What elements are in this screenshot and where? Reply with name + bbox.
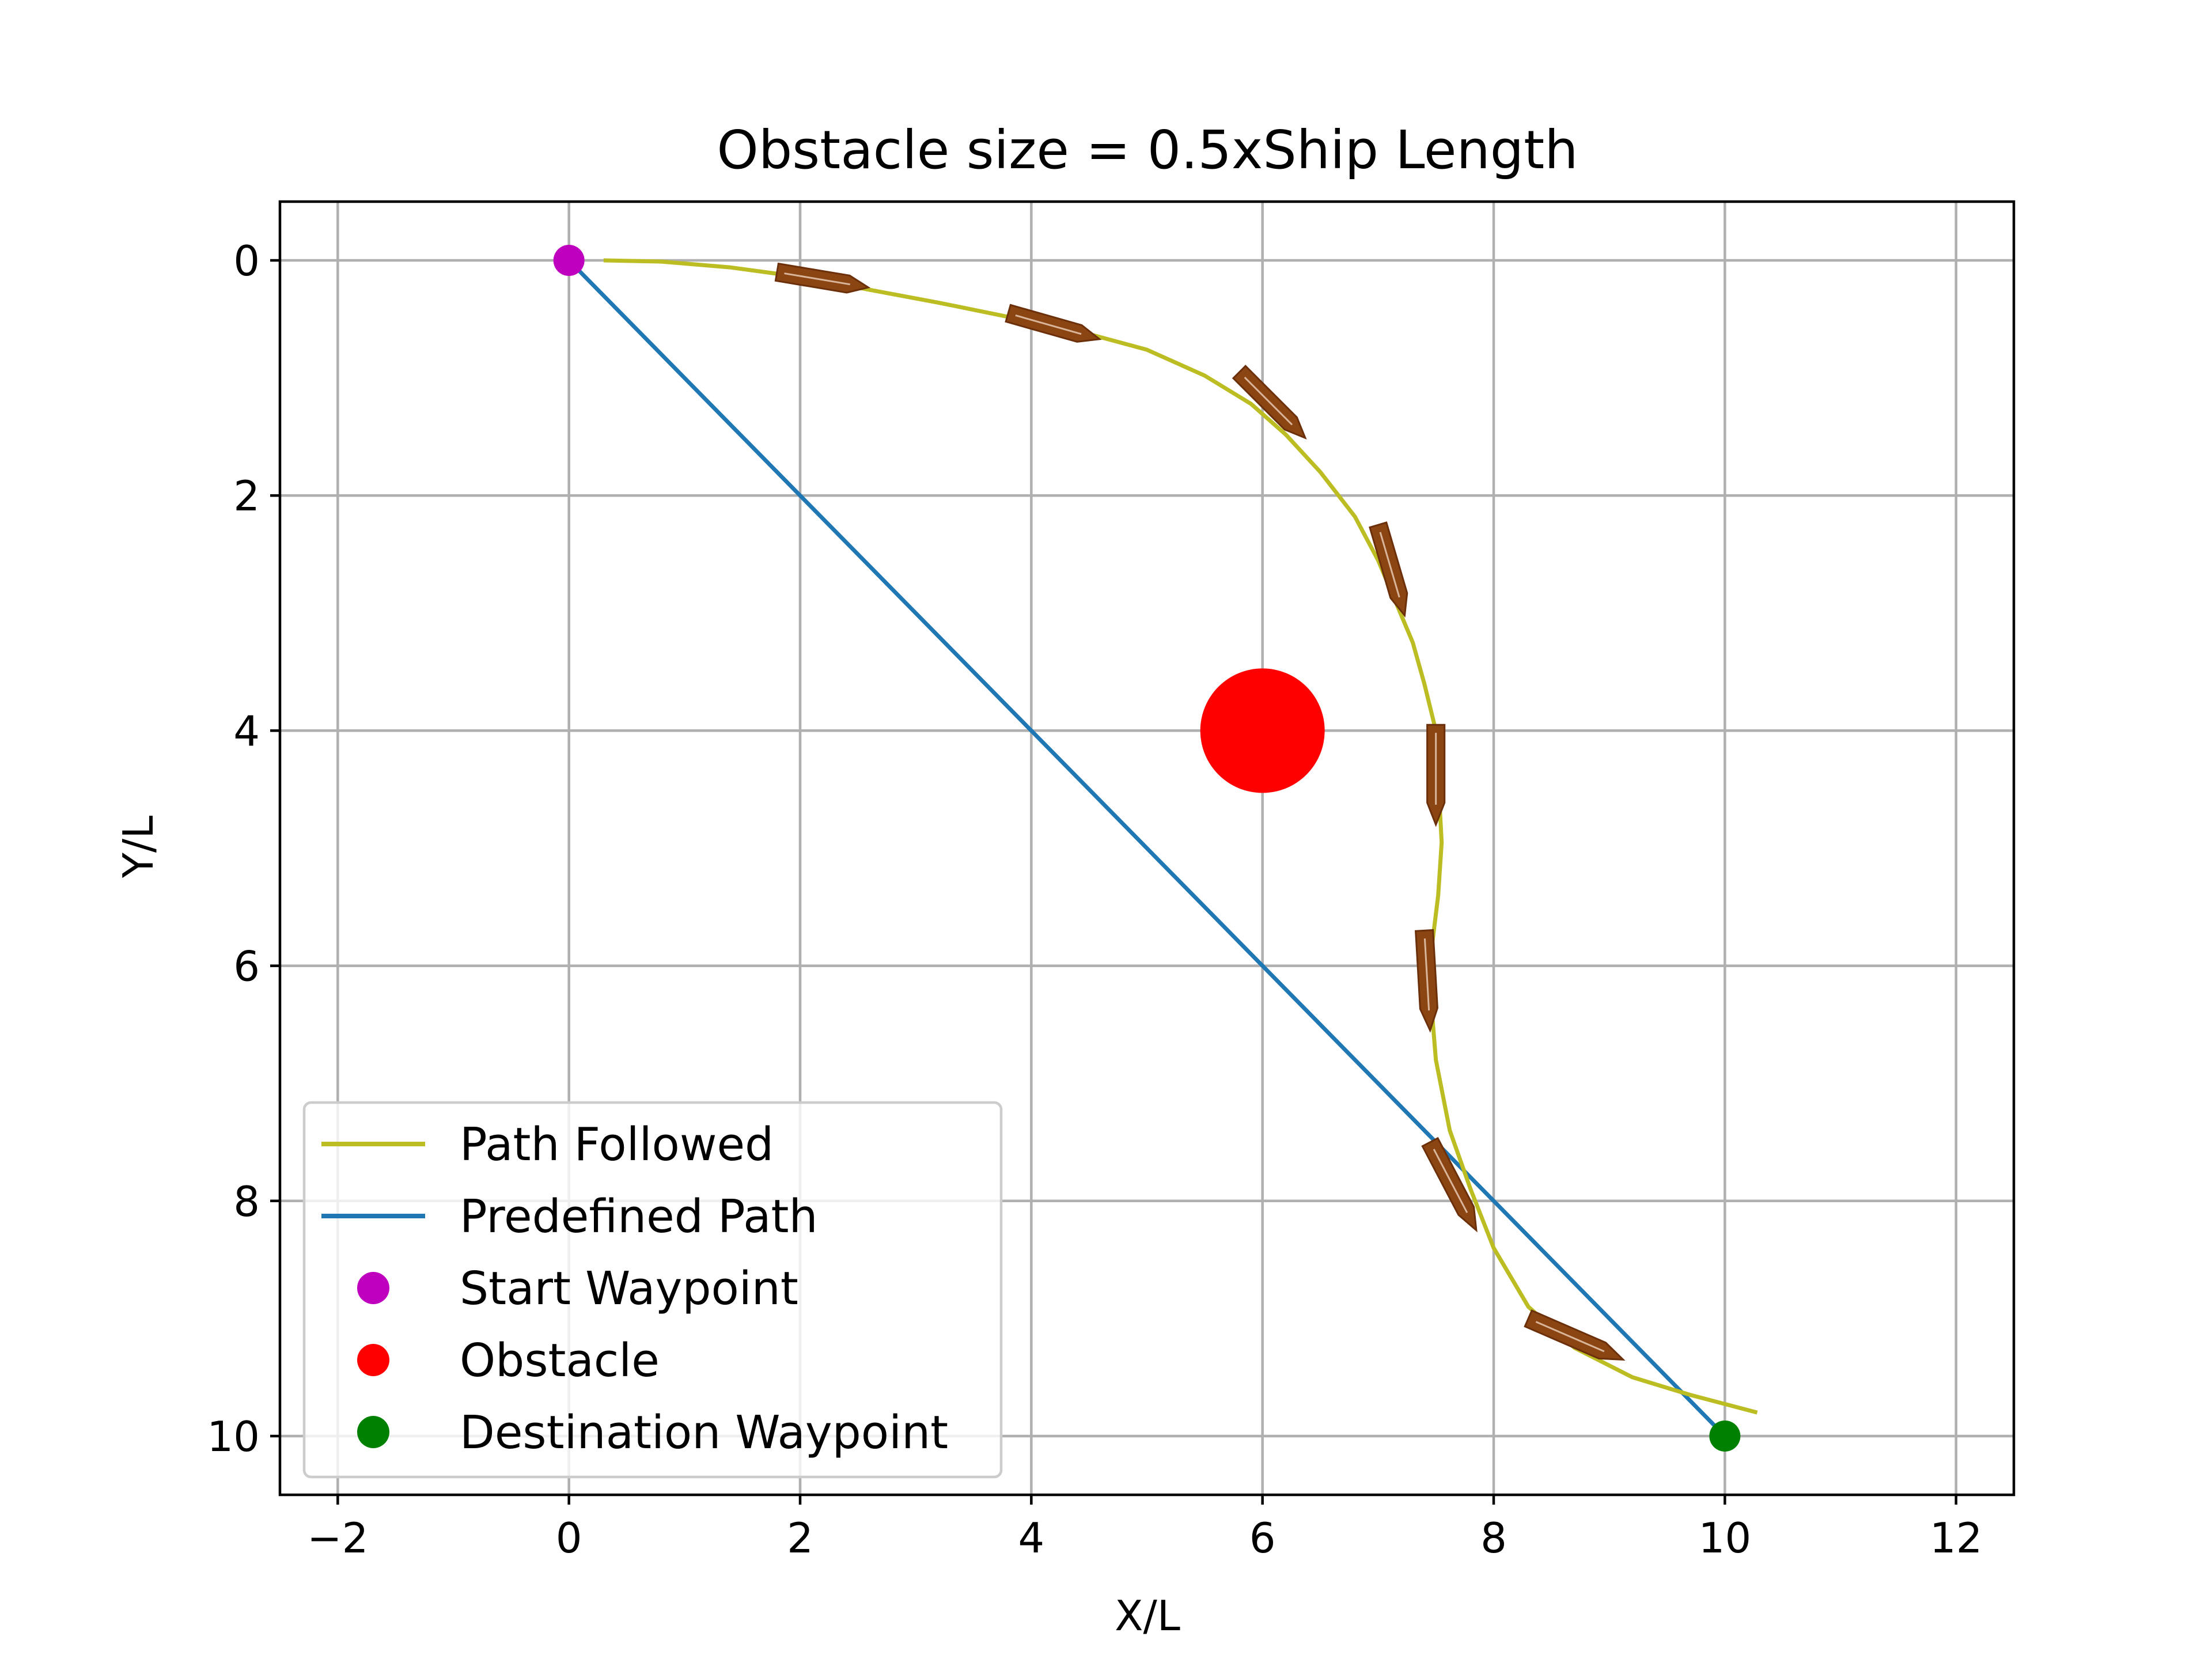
legend-entry: Obstacle (357, 1334, 660, 1387)
legend-label: Path Followed (460, 1118, 774, 1171)
ship-marker (1232, 365, 1307, 440)
ship-deck-line (784, 272, 850, 286)
ship-marker (1421, 1137, 1478, 1233)
destination-waypoint-marker (1709, 1420, 1741, 1452)
ship-marker (1414, 929, 1438, 1033)
plot-content (553, 245, 1758, 1452)
y-tick-label: 2 (233, 472, 260, 520)
plot-frame (278, 200, 2016, 1497)
x-tick-label: −2 (307, 1514, 368, 1562)
y-tick-label: 0 (233, 237, 260, 285)
ship-hull (1524, 1309, 1626, 1361)
ship-marker (1005, 304, 1102, 343)
legend-entry: Predefined Path (321, 1190, 818, 1243)
obstacle-circle (1200, 668, 1325, 793)
y-axis-label: Y/L (114, 816, 162, 878)
legend-dot-swatch (357, 1272, 389, 1304)
legend-label: Predefined Path (460, 1190, 818, 1243)
y-tick-label: 4 (233, 707, 260, 755)
ship-marker (1426, 724, 1446, 827)
x-tick-label: 8 (1480, 1514, 1507, 1562)
x-tick-label: 10 (1699, 1514, 1752, 1562)
legend-label: Destination Waypoint (460, 1406, 948, 1459)
y-tick-label: 10 (207, 1412, 260, 1461)
x-tick-label: 4 (1018, 1514, 1044, 1562)
x-tick-label: 12 (1930, 1514, 1983, 1562)
ship-marker (1369, 521, 1408, 618)
legend-entry: Start Waypoint (357, 1262, 798, 1315)
predefined-path-line (567, 259, 1726, 1438)
legend-label: Start Waypoint (460, 1262, 798, 1315)
ship-hull (1369, 521, 1408, 618)
x-tick-label: 6 (1249, 1514, 1276, 1562)
y-tick-label: 6 (233, 942, 260, 991)
ship-hull (774, 262, 871, 294)
ship-deck-line (1379, 532, 1400, 598)
legend-entry: Path Followed (321, 1118, 774, 1171)
ship-deck-line (1423, 938, 1430, 1011)
legend-dot-swatch (357, 1416, 389, 1448)
path-followed-line (603, 258, 1758, 1415)
legend-box (302, 1101, 1003, 1479)
x-axis-label: X/L (1115, 1592, 1180, 1640)
ship-deck-line (1015, 315, 1082, 335)
legend-dot-swatch (357, 1344, 389, 1376)
legend-label: Obstacle (460, 1334, 660, 1387)
ship-marker (1524, 1309, 1626, 1361)
ship-deck-line (1433, 1149, 1468, 1213)
x-tick-label: 2 (787, 1514, 813, 1562)
y-tick-label: 8 (233, 1177, 260, 1226)
ship-deck-line (1244, 377, 1293, 426)
ship-deck-line (1535, 1321, 1605, 1353)
legend-entry: Destination Waypoint (357, 1406, 948, 1459)
axis-ticks: −2 0 2 4 6 8 10 12 0 2 4 6 8 10 (207, 237, 1982, 1562)
chart-title: Obstacle size = 0.5xShip Length (717, 119, 1578, 181)
start-waypoint-marker (553, 245, 585, 276)
legend: Path Followed Predefined Path Start Waypoi… (302, 1101, 1003, 1479)
ship-hull (1005, 304, 1102, 343)
ship-marker (774, 262, 871, 294)
x-tick-label: 0 (556, 1514, 582, 1562)
ship-hull (1421, 1137, 1478, 1233)
